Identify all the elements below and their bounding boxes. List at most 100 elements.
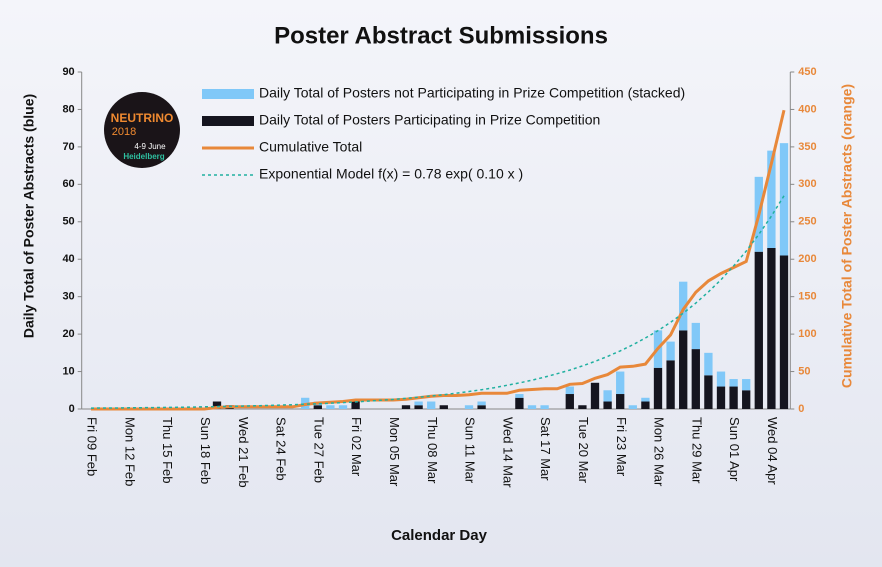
- y2-tick-label: 100: [798, 328, 816, 340]
- y-tick-label: 10: [62, 365, 74, 377]
- legend-label: Daily Total of Posters Participating in …: [259, 112, 600, 128]
- bar: [616, 394, 625, 409]
- bar: [515, 394, 524, 398]
- logo-circle: [104, 92, 180, 168]
- x-tick-label: Thu 29 Mar: [689, 417, 704, 484]
- bar: [641, 401, 650, 409]
- logo-text: NEUTRINO: [111, 111, 174, 125]
- bar: [464, 405, 474, 409]
- x-tick-label: Fri 09 Feb: [85, 417, 100, 476]
- bar: [351, 401, 360, 409]
- bar: [616, 371, 625, 395]
- logo-text: Heidelberg: [123, 152, 164, 161]
- y2-tick-label: 50: [798, 365, 810, 377]
- bar: [578, 405, 587, 409]
- y2-tick-label: 250: [798, 216, 816, 228]
- x-tick-label: Fri 02 Mar: [349, 417, 364, 477]
- bar: [691, 322, 700, 350]
- x-tick-label: Sun 11 Mar: [463, 417, 478, 484]
- y-tick-label: 70: [62, 141, 74, 153]
- bar: [653, 367, 663, 409]
- x-tick-label: Wed 14 Mar: [500, 417, 515, 488]
- y-tick-label: 60: [62, 178, 74, 190]
- bar: [414, 405, 423, 409]
- y2-tick-label: 200: [798, 253, 816, 265]
- x-tick-label: Sun 18 Feb: [198, 417, 213, 484]
- bar: [565, 386, 574, 395]
- bar: [729, 379, 738, 387]
- y2-tick-label: 150: [798, 291, 816, 303]
- x-axis-label: Calendar Day: [391, 527, 488, 544]
- y2-tick-label: 350: [798, 141, 816, 153]
- bar: [603, 401, 612, 409]
- y-tick-label: 80: [62, 103, 74, 115]
- x-tick-label: Mon 26 Mar: [652, 417, 667, 487]
- bar: [716, 371, 726, 387]
- bar: [704, 352, 713, 376]
- bar: [779, 255, 789, 409]
- x-tick-label: Thu 08 Mar: [425, 417, 440, 484]
- y2-axis-label: Cumulative Total of Poster Abstracts (or…: [839, 84, 855, 388]
- y-axis-label: Daily Total of Poster Abstracts (blue): [21, 94, 37, 338]
- y-tick-label: 30: [62, 291, 74, 303]
- y2-tick-label: 300: [798, 178, 816, 190]
- legend-label: Exponential Model f(x) = 0.78 exp( 0.10 …: [259, 166, 523, 182]
- x-tick-label: Tue 20 Mar: [576, 417, 591, 484]
- bar: [779, 143, 789, 256]
- bar: [527, 405, 537, 409]
- bar: [603, 390, 612, 402]
- x-tick-label: Wed 21 Feb: [236, 417, 251, 488]
- bar: [704, 375, 713, 409]
- y2-tick-label: 450: [798, 66, 816, 78]
- cumulative-line: [91, 109, 786, 411]
- x-tick-label: Mon 05 Mar: [387, 417, 402, 487]
- bar: [742, 390, 751, 409]
- bar: [427, 401, 436, 409]
- bar: [742, 379, 751, 391]
- bar: [767, 150, 776, 248]
- logo-text: 4-9 June: [134, 142, 166, 151]
- bar: [590, 382, 600, 409]
- bar: [540, 405, 549, 409]
- y-tick-label: 90: [62, 66, 74, 78]
- bar: [628, 405, 637, 409]
- legend-swatch: [202, 116, 254, 126]
- bar: [666, 360, 675, 409]
- x-tick-label: Sun 01 Apr: [727, 417, 742, 482]
- bar: [326, 405, 335, 409]
- legend-label: Cumulative Total: [259, 139, 362, 155]
- x-tick-label: Sat 17 Mar: [538, 417, 553, 481]
- bar: [477, 405, 486, 409]
- bar: [666, 341, 675, 361]
- y-tick-label: 0: [69, 403, 75, 415]
- y-tick-label: 20: [62, 328, 74, 340]
- bar: [754, 251, 763, 409]
- x-tick-label: Thu 15 Feb: [160, 417, 175, 484]
- legend-swatch: [202, 89, 254, 99]
- logo-text: 2018: [112, 126, 136, 138]
- y2-tick-label: 400: [798, 103, 816, 115]
- bar: [565, 394, 574, 409]
- logo: NEUTRINO 2018 4-9 June Heidelberg: [104, 92, 180, 168]
- x-tick-label: Sat 24 Feb: [274, 417, 289, 481]
- chart-title: Poster Abstract Submissions: [274, 22, 608, 49]
- bar: [679, 281, 688, 331]
- x-tick-label: Mon 12 Feb: [122, 417, 137, 486]
- bar: [679, 330, 688, 409]
- bar: [641, 397, 650, 402]
- y-tick-label: 40: [62, 253, 74, 265]
- bar: [313, 405, 322, 409]
- x-tick-label: Fri 23 Mar: [614, 417, 629, 477]
- bar: [477, 401, 486, 406]
- bar: [439, 405, 448, 409]
- bar: [716, 386, 726, 409]
- model-line: [90, 195, 785, 409]
- bar: [729, 386, 738, 409]
- bar: [691, 349, 700, 409]
- x-tick-label: Wed 04 Apr: [765, 417, 780, 485]
- bar: [212, 401, 222, 409]
- bar: [515, 397, 524, 409]
- bar: [767, 247, 776, 409]
- bar: [401, 405, 411, 409]
